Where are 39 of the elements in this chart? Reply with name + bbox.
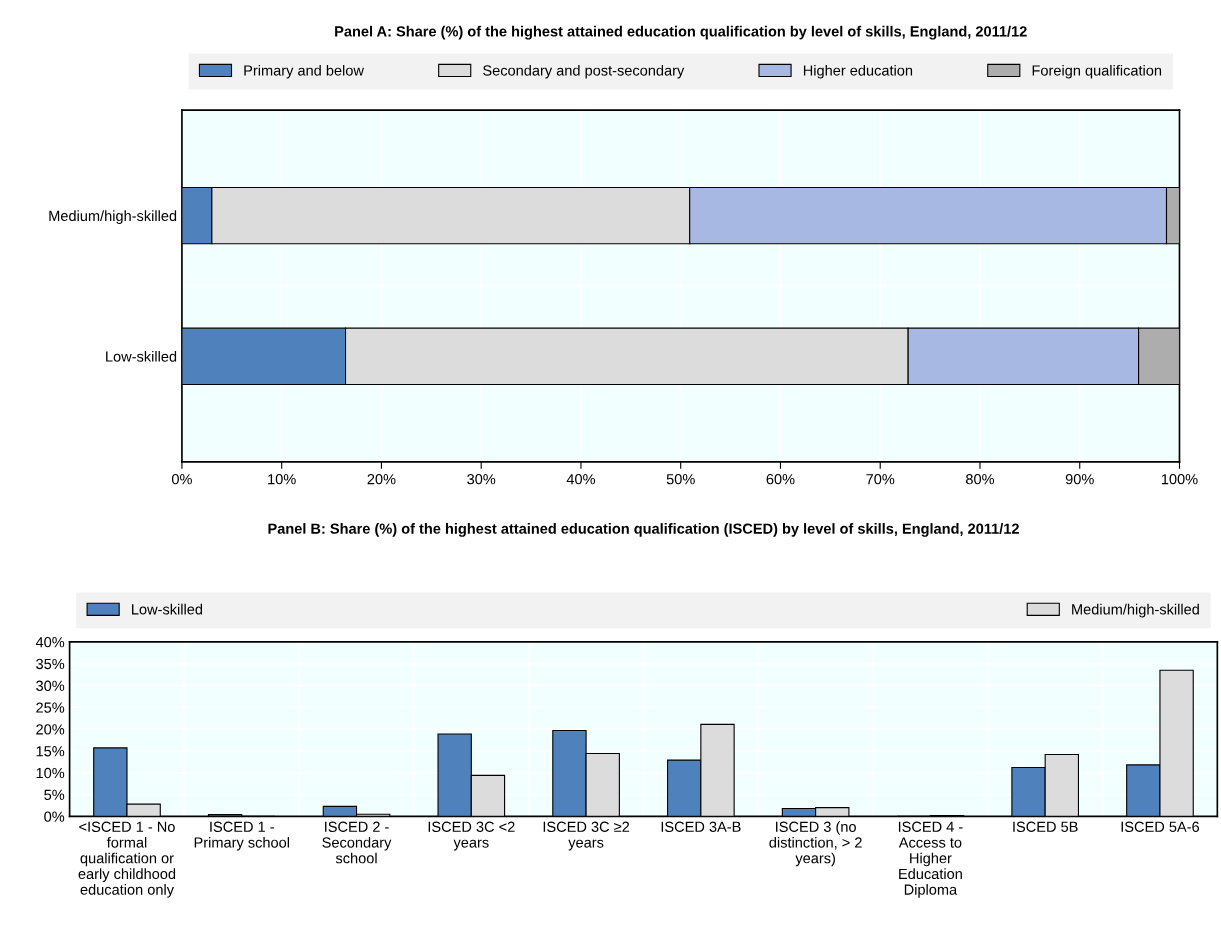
chart-title: Panel B: Share (%) of the highest attained education qualification (ISCED) by level of skills, England, 2011/12: [268, 523, 1019, 537]
legend-label: Primary and below: [244, 64, 364, 79]
legend-label: Medium/high-skilled: [1072, 603, 1199, 618]
y-tick-label: 20%: [36, 724, 65, 735]
legend-label: Secondary and post-secondary: [483, 64, 685, 79]
legend-label: Foreign qualification: [1032, 64, 1162, 79]
x-tick-label: 20%: [367, 474, 396, 485]
x-tick-label: 60%: [766, 474, 795, 485]
x-tick-label: 70%: [866, 474, 895, 485]
y-tick-label: Medium/high-skilled: [49, 210, 177, 224]
x-tick-label: ISCED 5A-6: [1121, 821, 1200, 832]
legend-label: Low-skilled: [132, 603, 203, 615]
x-tick-label: 50%: [666, 474, 695, 485]
y-tick-label: 30%: [36, 680, 65, 691]
y-tick-label: 15%: [36, 746, 65, 757]
x-tick-label: 80%: [966, 474, 995, 485]
x-tick-label: ISCED 3A-B: [661, 821, 741, 832]
x-tick-label: 30%: [467, 474, 496, 485]
chart-title: Panel A: Share (%) of the highest attained education qualification by level of skills, England, 2011/12: [335, 25, 1027, 40]
x-tick-label: 90%: [1065, 474, 1094, 485]
legend-label: Higher education: [803, 64, 913, 79]
y-tick-label: 10%: [36, 767, 65, 779]
y-tick-label: 35%: [36, 658, 65, 670]
x-tick-label: ISCED 4 - Access to Higher Education Diploma: [898, 821, 963, 898]
x-tick-label: 40%: [566, 474, 596, 485]
x-tick-label: ISCED 5B: [1013, 821, 1078, 832]
y-tick-label: 0%: [44, 811, 65, 822]
y-tick-label: 40%: [35, 637, 65, 648]
y-tick-label: 25%: [36, 702, 65, 713]
x-tick-label: ISCED 3C <2 years: [428, 821, 515, 851]
x-tick-label: ISCED 3 (no distinction, > 2 years): [769, 821, 862, 867]
x-tick-label: 0%: [171, 474, 192, 485]
x-tick-label: 100%: [1161, 474, 1198, 485]
x-tick-label: ISCED 1 - Primary school: [194, 821, 289, 851]
x-tick-label: <ISCED 1 - No formal qualification or early childhood education only: [78, 821, 176, 898]
x-tick-label: ISCED 2 - Secondary school: [322, 821, 392, 864]
x-tick-label: ISCED 3C ≥2 years: [543, 821, 630, 851]
y-tick-label: 5%: [44, 789, 65, 800]
x-tick-label: 10%: [268, 474, 296, 485]
